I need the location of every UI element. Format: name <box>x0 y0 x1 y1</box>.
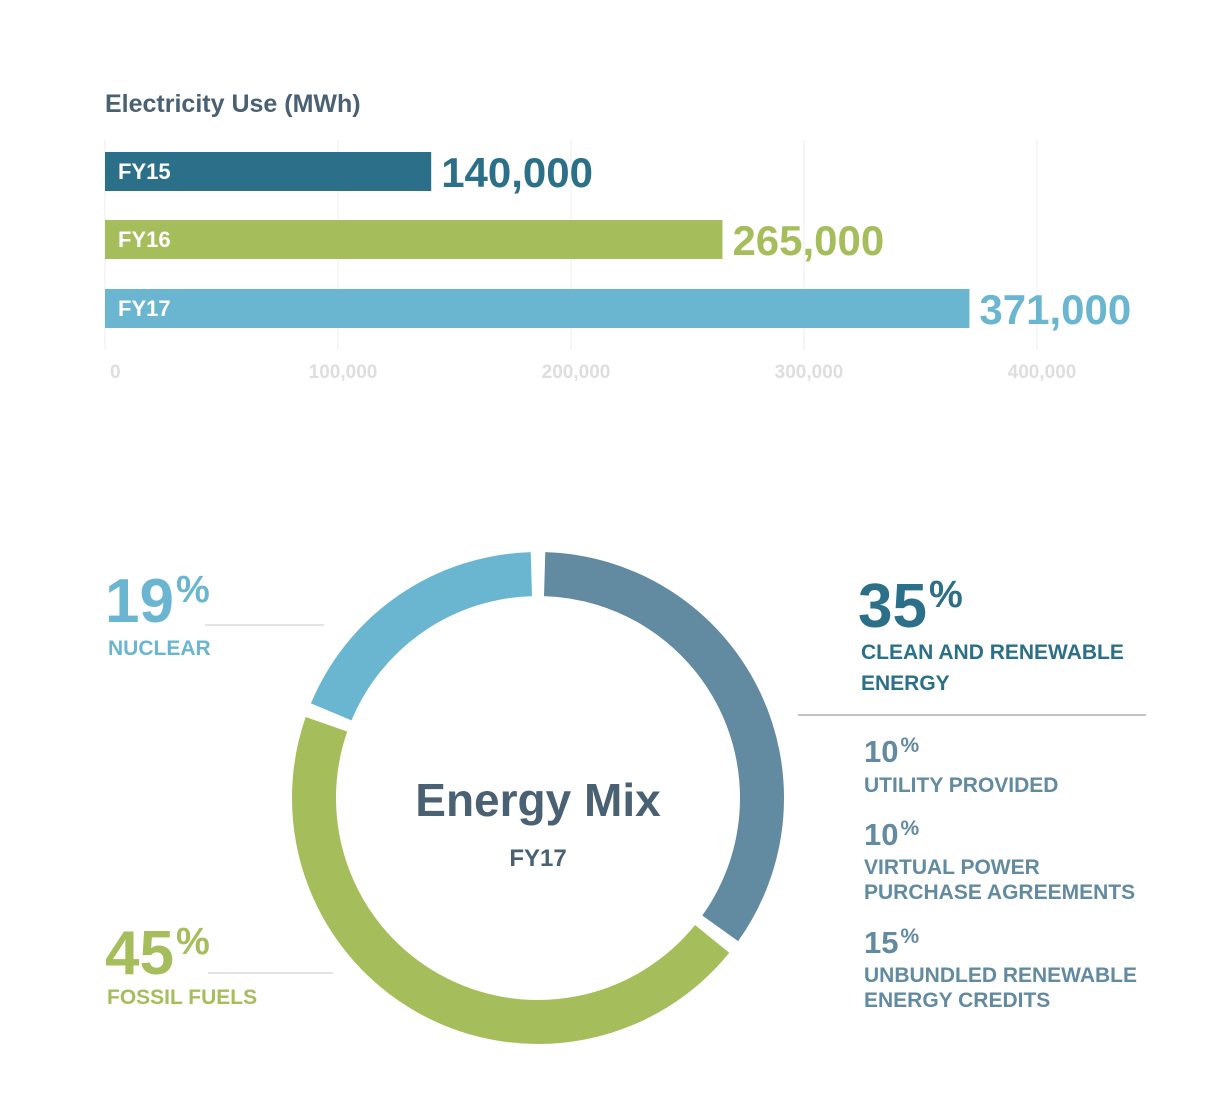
bar-value-label: 371,000 <box>979 286 1131 333</box>
bar-fy15 <box>105 152 432 191</box>
clean-renewable-label: CLEAN AND RENEWABLE ENERGY <box>861 641 1124 695</box>
donut-slice-clean-and-renewable-energy <box>543 552 784 942</box>
donut-slice-nuclear <box>310 552 533 721</box>
x-tick-label: 400,000 <box>1008 362 1077 383</box>
bar-chart-title: Electricity Use (MWh) <box>105 90 361 118</box>
breakdown-label: UNBUNDLED RENEWABLE ENERGY CREDITS <box>864 964 1137 1012</box>
breakdown-percent: 15% <box>864 925 919 960</box>
x-tick-label: 200,000 <box>542 362 611 383</box>
clean-renewable-percent: 35% <box>858 572 963 641</box>
bar-value-label: 140,000 <box>441 149 593 196</box>
nuclear-percent: 19% <box>105 567 210 636</box>
breakdown-label: VIRTUAL POWER PURCHASE AGREEMENTS <box>864 856 1135 904</box>
breakdown-label: UTILITY PROVIDED <box>864 774 1058 797</box>
fossil-fuels-label: FOSSIL FUELS <box>107 986 257 1009</box>
bar-category-label: FY17 <box>118 296 171 321</box>
donut-slice-fossil-fuels <box>292 717 730 1044</box>
x-tick-label: 100,000 <box>309 362 378 383</box>
bar-chart-bars: FY15 140,000 FY16 265,000 FY17 371,000 <box>105 149 1131 333</box>
bar-fy17 <box>105 289 970 328</box>
breakdown-percent: 10% <box>864 734 919 769</box>
bar-category-label: FY16 <box>118 227 171 252</box>
energy-mix-donut-chart: Energy Mix FY17 19%NUCLEAR 45%FOSSIL FUEL… <box>105 552 1146 1044</box>
bar-category-label: FY15 <box>118 159 171 184</box>
bar-chart-x-axis: 0 100,000 200,000 300,000 400,000 <box>110 362 1076 383</box>
donut-center-subtitle: FY17 <box>509 845 566 872</box>
x-tick-label: 0 <box>110 362 121 383</box>
electricity-use-bar-chart: Electricity Use (MWh) 0 100,000 200,000 300… <box>104 90 1131 383</box>
donut-slices <box>292 552 784 1044</box>
donut-center-title: Energy Mix <box>415 774 661 826</box>
breakdown-percent: 10% <box>864 817 919 852</box>
nuclear-label: NUCLEAR <box>108 637 211 660</box>
x-tick-label: 300,000 <box>775 362 844 383</box>
fossil-fuels-percent: 45% <box>105 919 210 988</box>
bar-value-label: 265,000 <box>732 217 884 264</box>
donut-callouts: 19%NUCLEAR 45%FOSSIL FUELS 35%CLEAN AND RE… <box>105 567 1146 1012</box>
bar-fy16 <box>105 220 723 259</box>
